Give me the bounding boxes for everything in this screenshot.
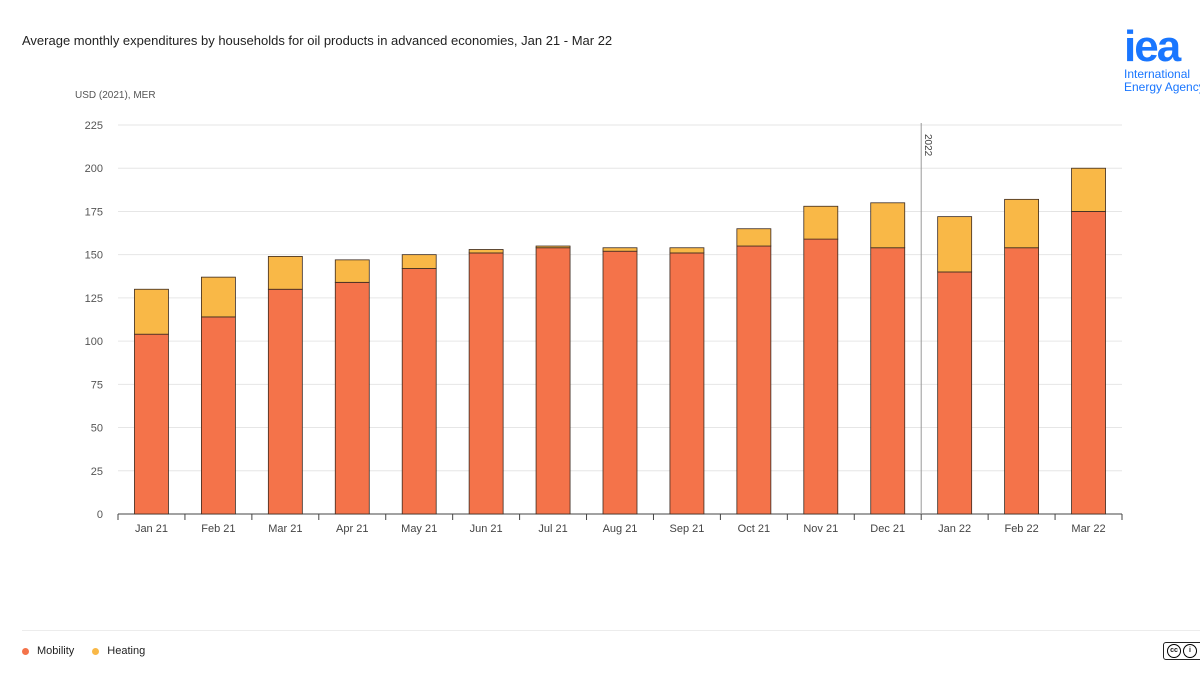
x-tick-label: Aug 21 [603,523,638,535]
y-tick-label: 175 [85,206,103,218]
x-tick-label: Jul 21 [538,523,567,535]
bar-mobility [200,316,236,515]
bar-heating [1071,167,1106,212]
bar-heating [602,247,638,252]
bar-heating [870,202,906,249]
y-axis-label: USD (2021), MER [75,90,156,101]
legend-label: Heating [107,645,146,657]
cc-by-icon[interactable]: cc i [1163,642,1200,660]
x-tick-label: Mar 22 [1071,523,1105,535]
bar-mobility [937,271,973,515]
x-tick-label: Dec 21 [870,523,905,535]
year-separator-label: 2022 [922,134,933,157]
bar-mobility [468,252,504,515]
bar-mobility [870,247,906,515]
bar-mobility [267,288,303,515]
x-tick-label: Oct 21 [738,523,770,535]
bar-heating [401,254,437,269]
x-tick-label: Jun 21 [470,523,503,535]
chart-title: Average monthly expenditures by househol… [22,33,613,48]
bar-heating [669,247,705,254]
y-tick-label: 0 [97,509,103,521]
x-tick-label: Sep 21 [669,523,704,535]
x-tick-label: Apr 21 [336,523,368,535]
bar-heating [736,228,772,247]
logo-mark: iea [1124,22,1181,71]
x-tick-label: Nov 21 [803,523,838,535]
bar-mobility [602,250,638,515]
bar-heating [267,255,303,290]
iea-logo: iea International Energy Agency [1124,22,1200,100]
bar-mobility [334,281,370,515]
bar-mobility [134,333,169,515]
bar-heating [535,245,571,249]
logo-line-1: International [1124,67,1191,81]
logo-line-2: Energy Agency [1124,80,1200,94]
x-tick-label: Feb 22 [1004,523,1038,535]
legend: Mobility Heating [22,645,145,657]
bar-mobility [803,238,839,515]
bar-heating [334,259,370,283]
x-tick-label: Mar 21 [268,523,302,535]
x-tick-label: May 21 [401,523,437,535]
legend-swatch [92,647,100,655]
y-tick-label: 100 [85,336,103,348]
x-tick-label: Jan 21 [135,523,168,535]
y-tick-label: 75 [91,379,103,391]
bar-heating [937,216,973,273]
y-tick-label: 150 [85,250,103,262]
bar-mobility [535,247,571,515]
y-tick-label: 225 [85,120,103,132]
x-tick-label: Jan 22 [938,523,971,535]
bar-mobility [669,252,705,515]
bar-heating [200,276,236,318]
legend-item-mobility[interactable]: Mobility [22,645,74,657]
y-tick-label: 25 [91,466,103,478]
legend-label: Mobility [37,645,75,657]
y-tick-label: 125 [85,293,103,305]
x-tick-label: Feb 21 [201,523,235,535]
bar-mobility [736,245,772,515]
bar-mobility [1071,211,1106,515]
bar-heating [1004,198,1039,249]
bar-heating [134,288,169,335]
y-tick-label: 50 [91,423,103,435]
bar-heating [803,205,839,240]
legend-divider [22,630,1200,631]
y-tick-label: 200 [85,163,103,175]
legend-swatch [22,647,29,655]
legend-item-heating[interactable]: Heating [92,645,145,657]
bar-heating [468,249,504,254]
bar-mobility [1004,247,1039,515]
bar-mobility [401,268,437,515]
